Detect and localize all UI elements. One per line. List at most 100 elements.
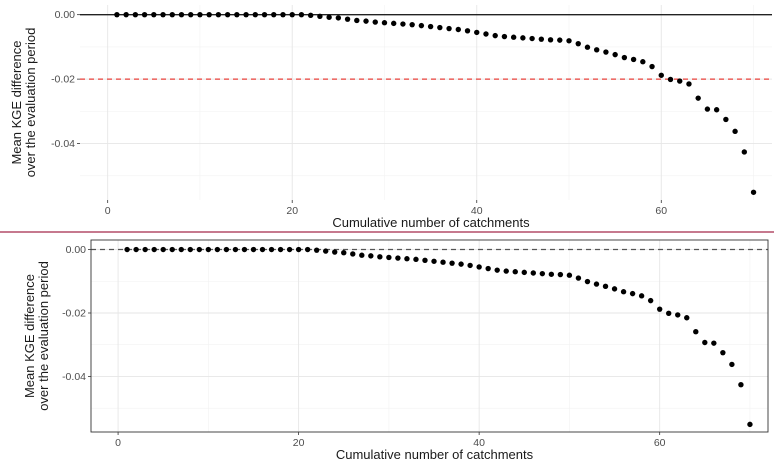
top-y-tick-label: -0.02 (51, 74, 75, 86)
top-data-point (437, 24, 443, 31)
bottom-data-point (404, 256, 410, 262)
top-data-point (464, 28, 471, 34)
top-x-tick-label: 0 (105, 205, 111, 217)
top-data-point (344, 16, 351, 22)
top-data-point (307, 12, 314, 19)
bottom-data-point (647, 297, 654, 304)
bottom-data-point (557, 271, 564, 278)
top-data-point (612, 51, 618, 58)
top-data-point (520, 35, 526, 41)
bottom-x-tick-label: 20 (293, 437, 305, 449)
top-data-point (750, 189, 757, 195)
top-data-point (446, 25, 452, 32)
bottom-data-point (440, 259, 446, 265)
bottom-data-point (575, 275, 582, 281)
top-data-point (160, 11, 166, 18)
bottom-data-point (476, 264, 482, 270)
bottom-data-point (503, 268, 509, 274)
top-data-point (510, 34, 517, 40)
bottom-data-point (295, 246, 302, 253)
top-data-point (141, 11, 148, 18)
top-data-point (427, 23, 434, 30)
top-data-point (584, 44, 591, 50)
top-data-point (640, 59, 646, 65)
bottom-data-point (232, 246, 239, 253)
top-data-point (178, 11, 185, 18)
bottom-panel-border (90, 239, 769, 433)
bottom-y-axis-label-line: Mean KGE difference (22, 274, 37, 398)
top-data-point (252, 11, 259, 18)
bottom-data-point (675, 312, 681, 318)
top-data-point (695, 95, 701, 101)
bottom-data-point (413, 256, 419, 263)
bottom-data-point (431, 258, 437, 264)
top-x-tick-label: 40 (471, 205, 483, 217)
bottom-data-point (512, 269, 518, 275)
top-data-point (686, 81, 692, 87)
top-data-point (372, 19, 378, 25)
bottom-data-point (377, 254, 383, 260)
top-data-point (114, 11, 120, 18)
bottom-data-point (530, 270, 537, 276)
top-data-point (243, 11, 249, 18)
top-data-point (529, 35, 535, 42)
top-data-point (501, 33, 508, 40)
bottom-data-point (494, 267, 500, 273)
bottom-y-tick-label: -0.02 (62, 307, 86, 319)
bottom-data-point (124, 246, 130, 253)
bottom-data-point (386, 254, 392, 261)
bottom-data-point (656, 306, 663, 312)
bottom-data-point (611, 286, 618, 292)
bottom-data-point (277, 246, 284, 253)
top-data-point (649, 63, 655, 70)
top-data-point (538, 36, 545, 42)
bottom-data-point (422, 257, 428, 264)
top-data-point (667, 76, 674, 83)
bottom-data-point (602, 283, 609, 290)
top-data-point (474, 29, 480, 36)
bottom-data-point (169, 246, 175, 253)
top-data-point (151, 11, 157, 18)
bottom-data-point (449, 260, 455, 266)
bottom-data-point (142, 246, 148, 253)
top-data-point (363, 18, 369, 24)
top-x-axis-label: Cumulative number of catchments (332, 215, 530, 230)
bottom-data-point (214, 246, 221, 253)
bottom-x-tick-label: 40 (473, 437, 485, 449)
bottom-y-axis-label-line: over the evaluation period (36, 261, 51, 411)
bottom-data-point (268, 246, 275, 253)
bottom-y-axis-label: Mean KGE differenceover the evaluation p… (22, 261, 51, 411)
top-data-point (575, 40, 581, 47)
top-data-point (621, 54, 628, 61)
bottom-data-point (738, 382, 744, 388)
top-data-point (317, 13, 323, 19)
top-data-point (713, 107, 720, 113)
top-data-point (723, 116, 729, 123)
top-data-point (188, 11, 194, 18)
bottom-data-point (702, 339, 708, 346)
bottom-data-point (458, 261, 464, 267)
bottom-data-point (205, 246, 212, 253)
bottom-data-point (729, 361, 735, 368)
bottom-data-point (666, 310, 672, 317)
top-data-point (123, 11, 129, 18)
bottom-data-point (332, 249, 338, 255)
bottom-data-point (304, 246, 311, 253)
bottom-data-point (584, 278, 591, 285)
bottom-data-point (467, 262, 473, 269)
top-data-point (261, 11, 268, 18)
top-data-point (483, 31, 489, 37)
bottom-data-point (711, 340, 717, 346)
bottom-data-point (196, 246, 203, 253)
top-data-point (455, 26, 461, 33)
top-data-point (326, 14, 332, 20)
top-y-axis-label-line: Mean KGE difference (9, 40, 24, 164)
bottom-data-point (313, 247, 320, 253)
top-data-point (603, 49, 609, 55)
top-data-point (658, 72, 664, 78)
top-x-tick-label: 60 (655, 205, 667, 217)
bottom-data-point (747, 421, 753, 428)
bottom-plot-background (91, 240, 768, 432)
top-data-point (381, 20, 388, 26)
bottom-data-point (693, 329, 699, 335)
